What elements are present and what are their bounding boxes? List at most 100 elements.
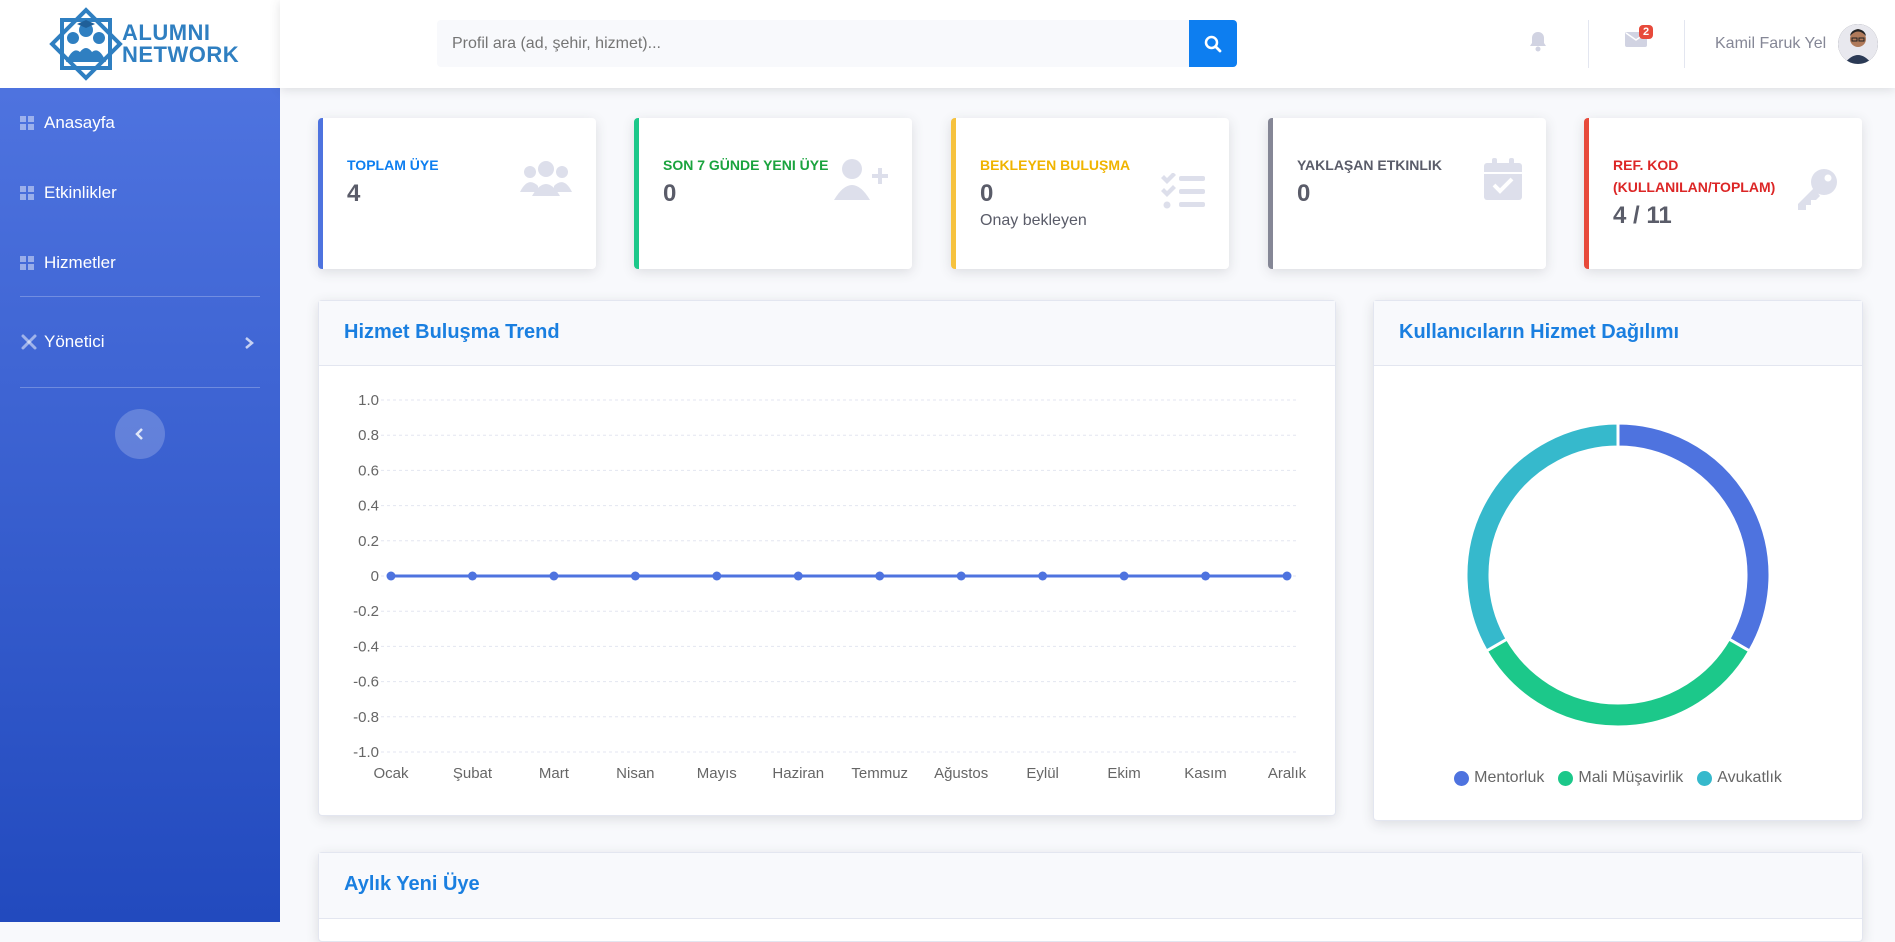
legend-item[interactable]: Mentorluk xyxy=(1454,769,1544,787)
sidebar-divider xyxy=(20,387,260,388)
y-tick-label: -0.6 xyxy=(353,674,379,691)
sidebar-nav: Anasayfa Etkinlikler Hizmetler Yönetici xyxy=(0,88,280,388)
grid-icon xyxy=(20,116,34,130)
x-tick-label: Ocak xyxy=(373,765,409,782)
grid-icon xyxy=(20,186,34,200)
sidebar-item-label: Yönetici xyxy=(44,332,105,351)
card-value: 4 xyxy=(347,180,361,207)
legend-label: Mali Müşavirlik xyxy=(1578,769,1684,786)
x-tick-label: Eylül xyxy=(1026,765,1059,782)
y-tick-label: -1.0 xyxy=(353,744,379,761)
y-tick-label: 1.0 xyxy=(358,392,379,409)
trend-data-point xyxy=(712,571,722,581)
y-tick-label: -0.8 xyxy=(353,709,379,726)
key-icon xyxy=(1798,169,1837,210)
sidebar-item-hizmetler[interactable]: Hizmetler xyxy=(0,228,280,298)
chart-legend: Mentorluk Mali Müşavirlik Avukatlık xyxy=(1374,769,1862,787)
legend-swatch xyxy=(1558,770,1574,786)
brand[interactable]: ALUMNI NETWORK xyxy=(0,0,280,88)
legend-label: Mentorluk xyxy=(1474,769,1545,786)
trend-data-point xyxy=(386,571,396,581)
trend-data-point xyxy=(875,571,885,581)
legend-item[interactable]: Avukatlık xyxy=(1697,769,1782,787)
x-tick-label: Aralık xyxy=(1268,765,1307,782)
users-icon xyxy=(520,161,572,196)
brand-name: ALUMNI NETWORK xyxy=(122,22,239,66)
notifications-button[interactable] xyxy=(1528,30,1552,54)
sidebar: ALUMNI NETWORK Anasayfa Etkinlikler Hizm… xyxy=(0,0,280,922)
trend-data-point xyxy=(630,571,640,581)
x-tick-label: Şubat xyxy=(453,765,493,782)
y-tick-label: 0.4 xyxy=(358,498,379,515)
x-tick-label: Mart xyxy=(539,765,570,782)
chevron-left-icon xyxy=(135,428,143,440)
user-plus-icon xyxy=(834,159,888,200)
calendar-check-icon xyxy=(1484,158,1522,200)
card-value: 0 xyxy=(663,180,677,207)
bell-icon xyxy=(1530,32,1546,52)
brand-line-2: NETWORK xyxy=(122,42,240,67)
sidebar-toggle-button[interactable] xyxy=(115,409,165,459)
x-tick-label: Haziran xyxy=(772,765,824,782)
trend-panel: Hizmet Buluşma Trend 1.0 0.8 0.6 0.4 0.2 0 -0.… xyxy=(318,300,1336,816)
x-tick-label: Ağustos xyxy=(934,765,988,782)
y-tick-label: 0.8 xyxy=(358,427,379,444)
x-tick-label: Ekim xyxy=(1107,765,1140,782)
alumni-logo-icon xyxy=(44,2,128,86)
topbar: 2 Kamil Faruk Yel xyxy=(280,0,1895,88)
sidebar-item-anasayfa[interactable]: Anasayfa xyxy=(0,88,280,158)
card-value: 0 xyxy=(980,180,994,207)
panel-title: Hizmet Buluşma Trend xyxy=(319,301,1335,366)
trend-data-point xyxy=(1119,571,1129,581)
brand-line-1: ALUMNI xyxy=(122,20,211,45)
card-title: REF. KOD (KULLANILAN/TOPLAM) xyxy=(1613,157,1776,195)
y-tick-label: -0.2 xyxy=(353,603,379,620)
panel-title: Kullanıcıların Hizmet Dağılımı xyxy=(1374,301,1862,366)
x-tick-label: Nisan xyxy=(616,765,654,782)
y-tick-label: 0 xyxy=(371,568,379,585)
card-title: BEKLEYEN BULUŞMA xyxy=(980,157,1131,173)
search-form xyxy=(437,20,1237,67)
y-tick-label: -0.4 xyxy=(353,638,379,655)
legend-swatch xyxy=(1454,770,1470,786)
distribution-panel: Kullanıcıların Hizmet Dağılımı Mentorluk… xyxy=(1373,300,1863,821)
messages-button[interactable]: 2 xyxy=(1625,25,1654,54)
trend-data-point xyxy=(793,571,803,581)
list-check-icon xyxy=(1161,173,1205,209)
tools-icon xyxy=(21,334,37,350)
message-count-badge: 2 xyxy=(1639,25,1654,39)
sidebar-item-label: Etkinlikler xyxy=(44,183,117,202)
card-title: YAKLAŞAN ETKINLIK xyxy=(1297,157,1442,173)
y-tick-label: 0.2 xyxy=(358,533,379,550)
trend-data-point xyxy=(1038,571,1048,581)
trend-line-chart: 1.0 0.8 0.6 0.4 0.2 0 -0.2 -0.4 -0.6 -0.8 -1.0 Ocak… xyxy=(353,392,1307,782)
donut-slice xyxy=(1616,421,1772,654)
trend-data-point xyxy=(1282,571,1292,581)
legend-swatch xyxy=(1697,770,1713,786)
user-name: Kamil Faruk Yel xyxy=(1715,35,1827,52)
stat-card-pending-meetings: BEKLEYEN BULUŞMA 0 Onay bekleyen xyxy=(951,118,1229,269)
search-icon xyxy=(1204,35,1222,52)
donut-slice xyxy=(1464,421,1620,654)
trend-data-point xyxy=(467,571,477,581)
card-value: 0 xyxy=(1297,180,1311,207)
user-menu[interactable]: Kamil Faruk Yel xyxy=(1715,22,1879,66)
sidebar-divider xyxy=(20,296,260,297)
card-value: 4 / 11 xyxy=(1613,202,1672,229)
legend-item[interactable]: Mali Müşavirlik xyxy=(1558,769,1683,787)
card-title: TOPLAM ÜYE xyxy=(347,157,439,173)
search-button[interactable] xyxy=(1189,20,1237,67)
stat-card-total-members: TOPLAM ÜYE 4 xyxy=(318,118,596,269)
monthly-members-panel: Aylık Yeni Üye xyxy=(318,852,1863,942)
chevron-right-icon xyxy=(245,337,254,349)
search-input[interactable] xyxy=(437,20,1190,67)
topbar-divider xyxy=(1588,20,1589,68)
trend-data-point xyxy=(1201,571,1211,581)
trend-data-point xyxy=(956,571,966,581)
card-subtitle: Onay bekleyen xyxy=(980,212,1087,229)
sidebar-item-label: Hizmetler xyxy=(44,253,116,272)
stat-card-ref-code: REF. KOD (KULLANILAN/TOPLAM) 4 / 11 xyxy=(1584,118,1862,269)
sidebar-item-etkinlikler[interactable]: Etkinlikler xyxy=(0,158,280,228)
sidebar-item-yonetici[interactable]: Yönetici xyxy=(0,297,280,387)
x-tick-label: Mayıs xyxy=(697,765,737,782)
